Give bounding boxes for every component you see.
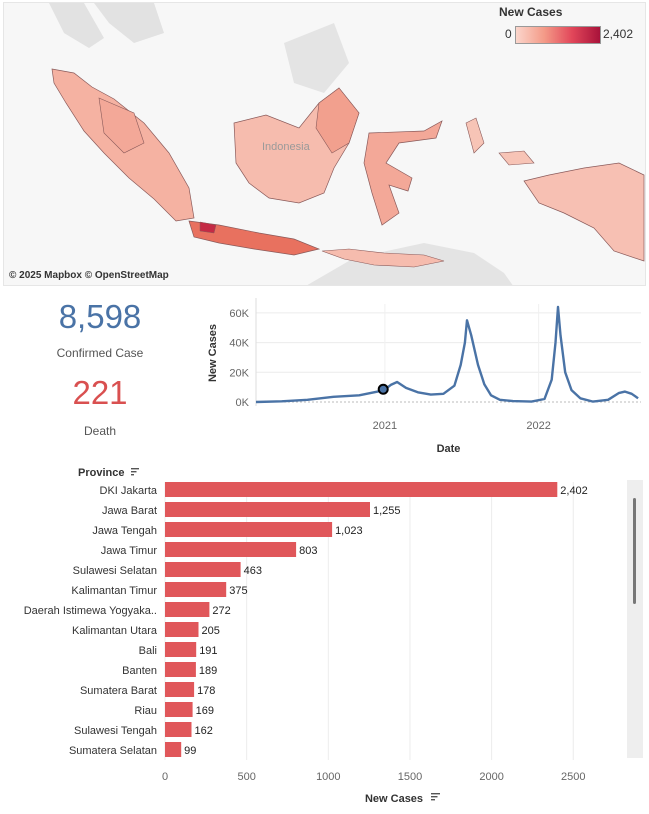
bar-sumatera-selatan[interactable] [165,742,182,757]
death-label: Death [83,424,117,438]
bar-x-tick-label: 2500 [561,771,585,783]
bar-bali[interactable] [165,642,197,657]
line-x-tick-label: 2022 [526,420,550,432]
bar-category-label: Sulawesi Tengah [74,725,157,737]
line-y-axis-title: New Cases [207,324,219,382]
map-legend: New Cases 0 2,402 [499,5,639,44]
bar-value-label: 1,023 [335,525,363,537]
line-y-tick-label: 20K [229,367,249,379]
bar-x-tick-label: 1000 [316,771,340,783]
bar-riau[interactable] [165,702,193,717]
bar-category-label: Sulawesi Selatan [73,565,157,577]
province-java[interactable] [188,220,321,256]
bar-category-label: Kalimantan Timur [71,585,157,597]
bar-x-tick-label: 0 [162,771,168,783]
bar-category-label: Banten [122,665,157,677]
bar-jawa-barat[interactable] [165,502,370,517]
bar-value-label: 205 [201,625,219,637]
bar-sulawesi-tengah[interactable] [165,722,192,737]
bar-kalimantan-utara[interactable] [165,622,199,637]
bar-category-label: Jawa Timur [101,545,158,557]
line-highlight-marker [377,383,389,395]
sort-icon-line [431,796,438,798]
scrollbar-thumb[interactable] [633,498,636,604]
line-series-new-cases [255,305,639,404]
bar-value-label: 169 [196,705,214,717]
bar-sumatera-barat[interactable] [165,682,195,697]
bar-value-label: 272 [212,605,230,617]
province-dki-jakarta[interactable] [199,221,217,234]
bar-category-label: Sumatera Barat [80,685,157,697]
sort-icon-line [431,793,440,795]
bar-value-label: 375 [229,585,247,597]
new-cases-line-chart[interactable]: 0K 20K 40K 60K 2021 2022 New Cases Date [200,290,649,460]
line-y-tick-label: 0K [236,397,250,409]
line-x-axis-title: Date [437,443,461,455]
landmass-malaysia-peninsula [49,3,104,48]
sort-icon-line [431,799,435,801]
legend-max-label: 2,402 [603,27,634,41]
scrollbar-track[interactable] [627,480,643,758]
sort-icon-line [131,471,137,473]
legend-color-ramp [515,26,601,44]
bar-category-label: Riau [134,705,157,717]
bar-category-label: Daerah Istimewa Yogyaka.. [24,605,157,617]
province-nusa-tenggara[interactable] [321,248,445,268]
bar-x-axis-title: New Cases [365,793,423,805]
confirmed-case-label: Confirmed Case [56,346,144,360]
province-bar-chart[interactable]: 0 500 1000 1500 2000 2500 Province DKI Jakarta 2… [0,462,649,814]
bar-category-label: DKI Jakarta [100,485,158,497]
legend-title: New Cases [499,5,563,19]
sort-icon-line [131,468,139,470]
country-label: Indonesia [262,141,310,153]
bar-kalimantan-timur[interactable] [165,582,227,597]
indonesia-map[interactable]: Indonesia © 2025 Mapbox © OpenStreetMap [3,2,646,286]
bar-x-tick-label: 1500 [398,771,422,783]
bar-value-label: 2,402 [560,485,588,497]
bar-category-label: Jawa Barat [102,505,157,517]
map-attribution[interactable]: © 2025 Mapbox © OpenStreetMap [9,270,169,281]
sort-icon[interactable] [431,793,440,801]
bar-sulawesi-selatan[interactable] [165,562,241,577]
bar-x-tick-label: 2000 [479,771,503,783]
bar-value-label: 189 [199,665,217,677]
bar-dki-jakarta[interactable] [165,482,558,497]
confirmed-case-value: 8,598 [58,298,142,335]
province-kalimantan-timur[interactable] [315,87,360,154]
sort-icon-line [131,474,134,476]
bar-value-label: 803 [299,545,317,557]
bar-value-label: 178 [197,685,215,697]
line-y-tick-label: 60K [229,308,249,320]
bar-category-header: Province [78,467,124,479]
province-maluku[interactable] [465,117,535,166]
bar-value-label: 162 [194,725,212,737]
province-riau[interactable] [98,97,145,154]
bar-banten[interactable] [165,662,196,677]
bar-category-label: Bali [139,645,157,657]
sort-icon[interactable] [131,468,139,476]
province-sulawesi[interactable] [363,120,443,226]
landmass-indochina [94,3,164,43]
bar-daerah-istimewa-yogyaka-[interactable] [165,602,210,617]
bar-category-label: Kalimantan Utara [72,625,158,637]
bar-value-label: 463 [244,565,262,577]
bar-category-label: Sumatera Selatan [69,745,157,757]
map-canvas[interactable] [4,3,646,286]
death-value: 221 [72,374,128,411]
line-y-tick-label: 40K [229,338,249,350]
bar-value-label: 1,255 [373,505,401,517]
bar-value-label: 99 [184,745,196,757]
bar-jawa-tengah[interactable] [165,522,333,537]
province-papua[interactable] [523,162,645,262]
bar-category-label: Jawa Tengah [92,525,157,537]
bar-jawa-timur[interactable] [165,542,297,557]
line-x-tick-label: 2021 [373,420,397,432]
bar-value-label: 191 [199,645,217,657]
legend-min-label: 0 [505,27,512,41]
landmass-philippines [284,23,349,93]
bar-x-tick-label: 500 [237,771,255,783]
